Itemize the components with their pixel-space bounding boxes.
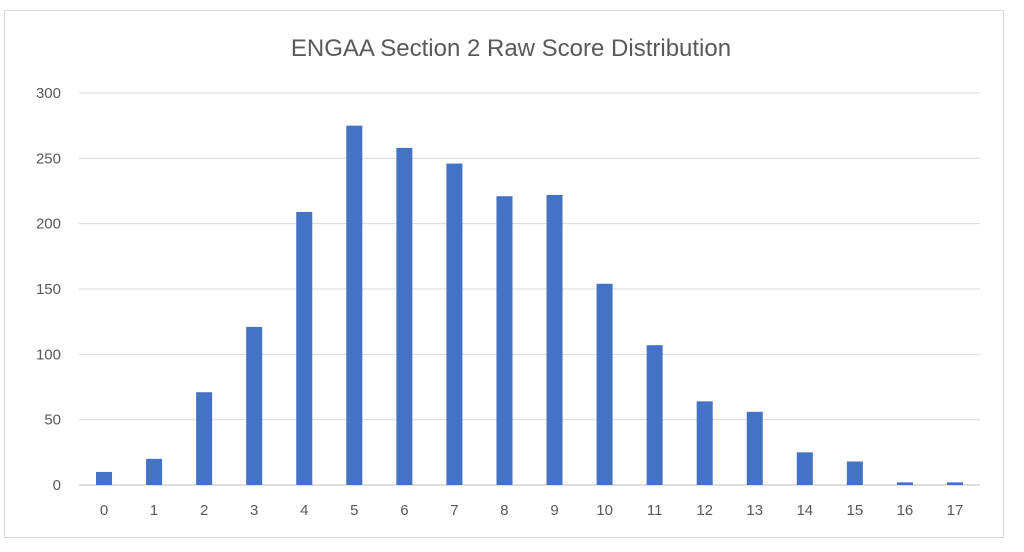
x-tick-label: 5 <box>350 502 358 519</box>
bar-2 <box>196 392 213 485</box>
bar-5 <box>346 125 363 486</box>
x-tick-label: 7 <box>450 502 458 519</box>
chart-title: ENGAA Section 2 Raw Score Distribution <box>291 35 731 62</box>
y-tick-label: 250 <box>36 150 61 167</box>
bars <box>96 125 963 486</box>
bar-11 <box>646 345 663 485</box>
bar-14 <box>796 452 813 485</box>
bar-9 <box>546 194 563 486</box>
bar-12 <box>696 401 713 485</box>
bar-0 <box>96 471 113 485</box>
y-tick-label: 200 <box>36 216 61 233</box>
bar-17 <box>946 482 963 485</box>
x-tick-label: 17 <box>947 502 964 519</box>
bar-3 <box>246 326 263 485</box>
y-tick-label: 100 <box>36 346 61 363</box>
x-tick-label: 6 <box>400 502 408 519</box>
x-tick-label: 14 <box>796 502 813 519</box>
y-axis-ticks: 0 50 100 150 200 250 300 <box>36 85 61 494</box>
x-tick-label: 1 <box>150 502 158 519</box>
bar-13 <box>746 411 763 485</box>
x-tick-label: 13 <box>746 502 763 519</box>
x-tick-label: 4 <box>300 502 308 519</box>
x-axis-ticks: 0 1 2 3 4 5 6 7 8 9 10 11 12 13 14 15 16 17 <box>100 502 963 519</box>
bar-15 <box>846 461 863 485</box>
bar-6 <box>396 147 413 485</box>
x-tick-label: 15 <box>847 502 864 519</box>
y-tick-label: 50 <box>44 412 61 429</box>
bar-4 <box>296 211 313 485</box>
x-tick-label: 11 <box>647 502 663 519</box>
bar-10 <box>596 283 613 485</box>
y-tick-label: 300 <box>36 85 61 102</box>
bar-8 <box>496 196 513 485</box>
bar-7 <box>446 163 463 485</box>
x-tick-label: 3 <box>250 502 258 519</box>
x-tick-label: 9 <box>550 502 558 519</box>
x-tick-label: 12 <box>696 502 713 519</box>
bar-16 <box>896 482 913 485</box>
x-tick-label: 16 <box>897 502 914 519</box>
y-tick-label: 0 <box>53 477 61 494</box>
bar-1 <box>146 458 163 485</box>
x-tick-label: 2 <box>200 502 208 519</box>
y-tick-label: 150 <box>36 281 61 298</box>
gridlines <box>79 92 980 486</box>
x-tick-label: 10 <box>596 502 613 519</box>
x-tick-label: 0 <box>100 502 108 519</box>
x-tick-label: 8 <box>500 502 508 519</box>
